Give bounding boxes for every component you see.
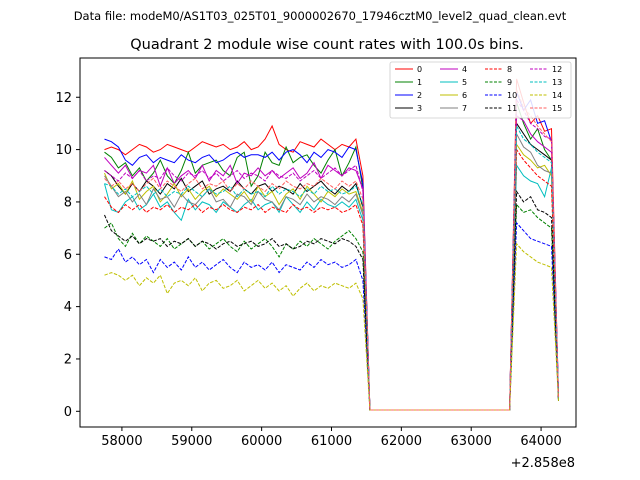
series-line-2	[104, 91, 559, 411]
chart-title: Quadrant 2 module wise count rates with …	[130, 37, 524, 53]
series-line-9	[104, 203, 559, 411]
figure-suptitle: Data file: modeM0/AS1T03_025T01_90000026…	[74, 9, 567, 23]
series-line-14	[104, 242, 559, 411]
legend-label-8: 8	[507, 65, 512, 74]
y-tick-label: 10	[55, 143, 72, 158]
legend-label-5: 5	[462, 78, 467, 87]
legend-label-3: 3	[417, 104, 422, 113]
series-line-13	[104, 124, 559, 411]
series-line-15	[104, 89, 559, 411]
legend-label-2: 2	[417, 91, 422, 100]
legend-label-10: 10	[507, 91, 517, 100]
series-line-6	[104, 142, 559, 411]
x-tick-label: 61000	[311, 434, 352, 449]
legend-label-9: 9	[507, 78, 512, 87]
y-tick-label: 4	[64, 300, 72, 315]
legend-label-4: 4	[462, 65, 467, 74]
y-tick-label: 12	[55, 91, 72, 106]
y-tick-label: 6	[64, 248, 72, 263]
series-line-3	[104, 121, 559, 411]
legend-label-6: 6	[462, 91, 467, 100]
series-line-7	[104, 131, 559, 411]
legend-label-1: 1	[417, 78, 422, 87]
plot-frame	[79, 57, 577, 428]
y-tick-label: 8	[64, 195, 72, 210]
x-tick-label: 63000	[451, 434, 492, 449]
series-line-4	[104, 114, 559, 411]
x-axis: 58000 59000 60000 61000 62000 63000 64000	[101, 427, 562, 449]
legend-label-14: 14	[552, 91, 562, 100]
legend-label-13: 13	[552, 78, 562, 87]
y-tick-label: 2	[64, 352, 72, 367]
legend-label-7: 7	[462, 104, 467, 113]
legend-label-15: 15	[552, 104, 562, 113]
x-tick-label: 62000	[381, 434, 422, 449]
x-tick-label: 60000	[241, 434, 282, 449]
x-offset-label: +2.858e8	[511, 456, 575, 471]
series-line-8	[104, 148, 559, 411]
series-line-10	[104, 221, 559, 411]
plot-area	[79, 57, 577, 428]
x-tick-label: 59000	[171, 434, 212, 449]
series-lines	[104, 78, 559, 411]
series-line-1	[104, 102, 559, 411]
y-axis: 0 2 4 6 8 10 12	[55, 91, 80, 420]
series-line-11	[104, 189, 559, 411]
legend-box	[389, 61, 572, 119]
x-tick-label: 58000	[101, 434, 142, 449]
y-tick-label: 0	[64, 405, 72, 420]
legend-label-0: 0	[417, 65, 422, 74]
x-tick-label: 64000	[520, 434, 561, 449]
legend-label-12: 12	[552, 65, 562, 74]
legend-label-11: 11	[507, 104, 517, 113]
